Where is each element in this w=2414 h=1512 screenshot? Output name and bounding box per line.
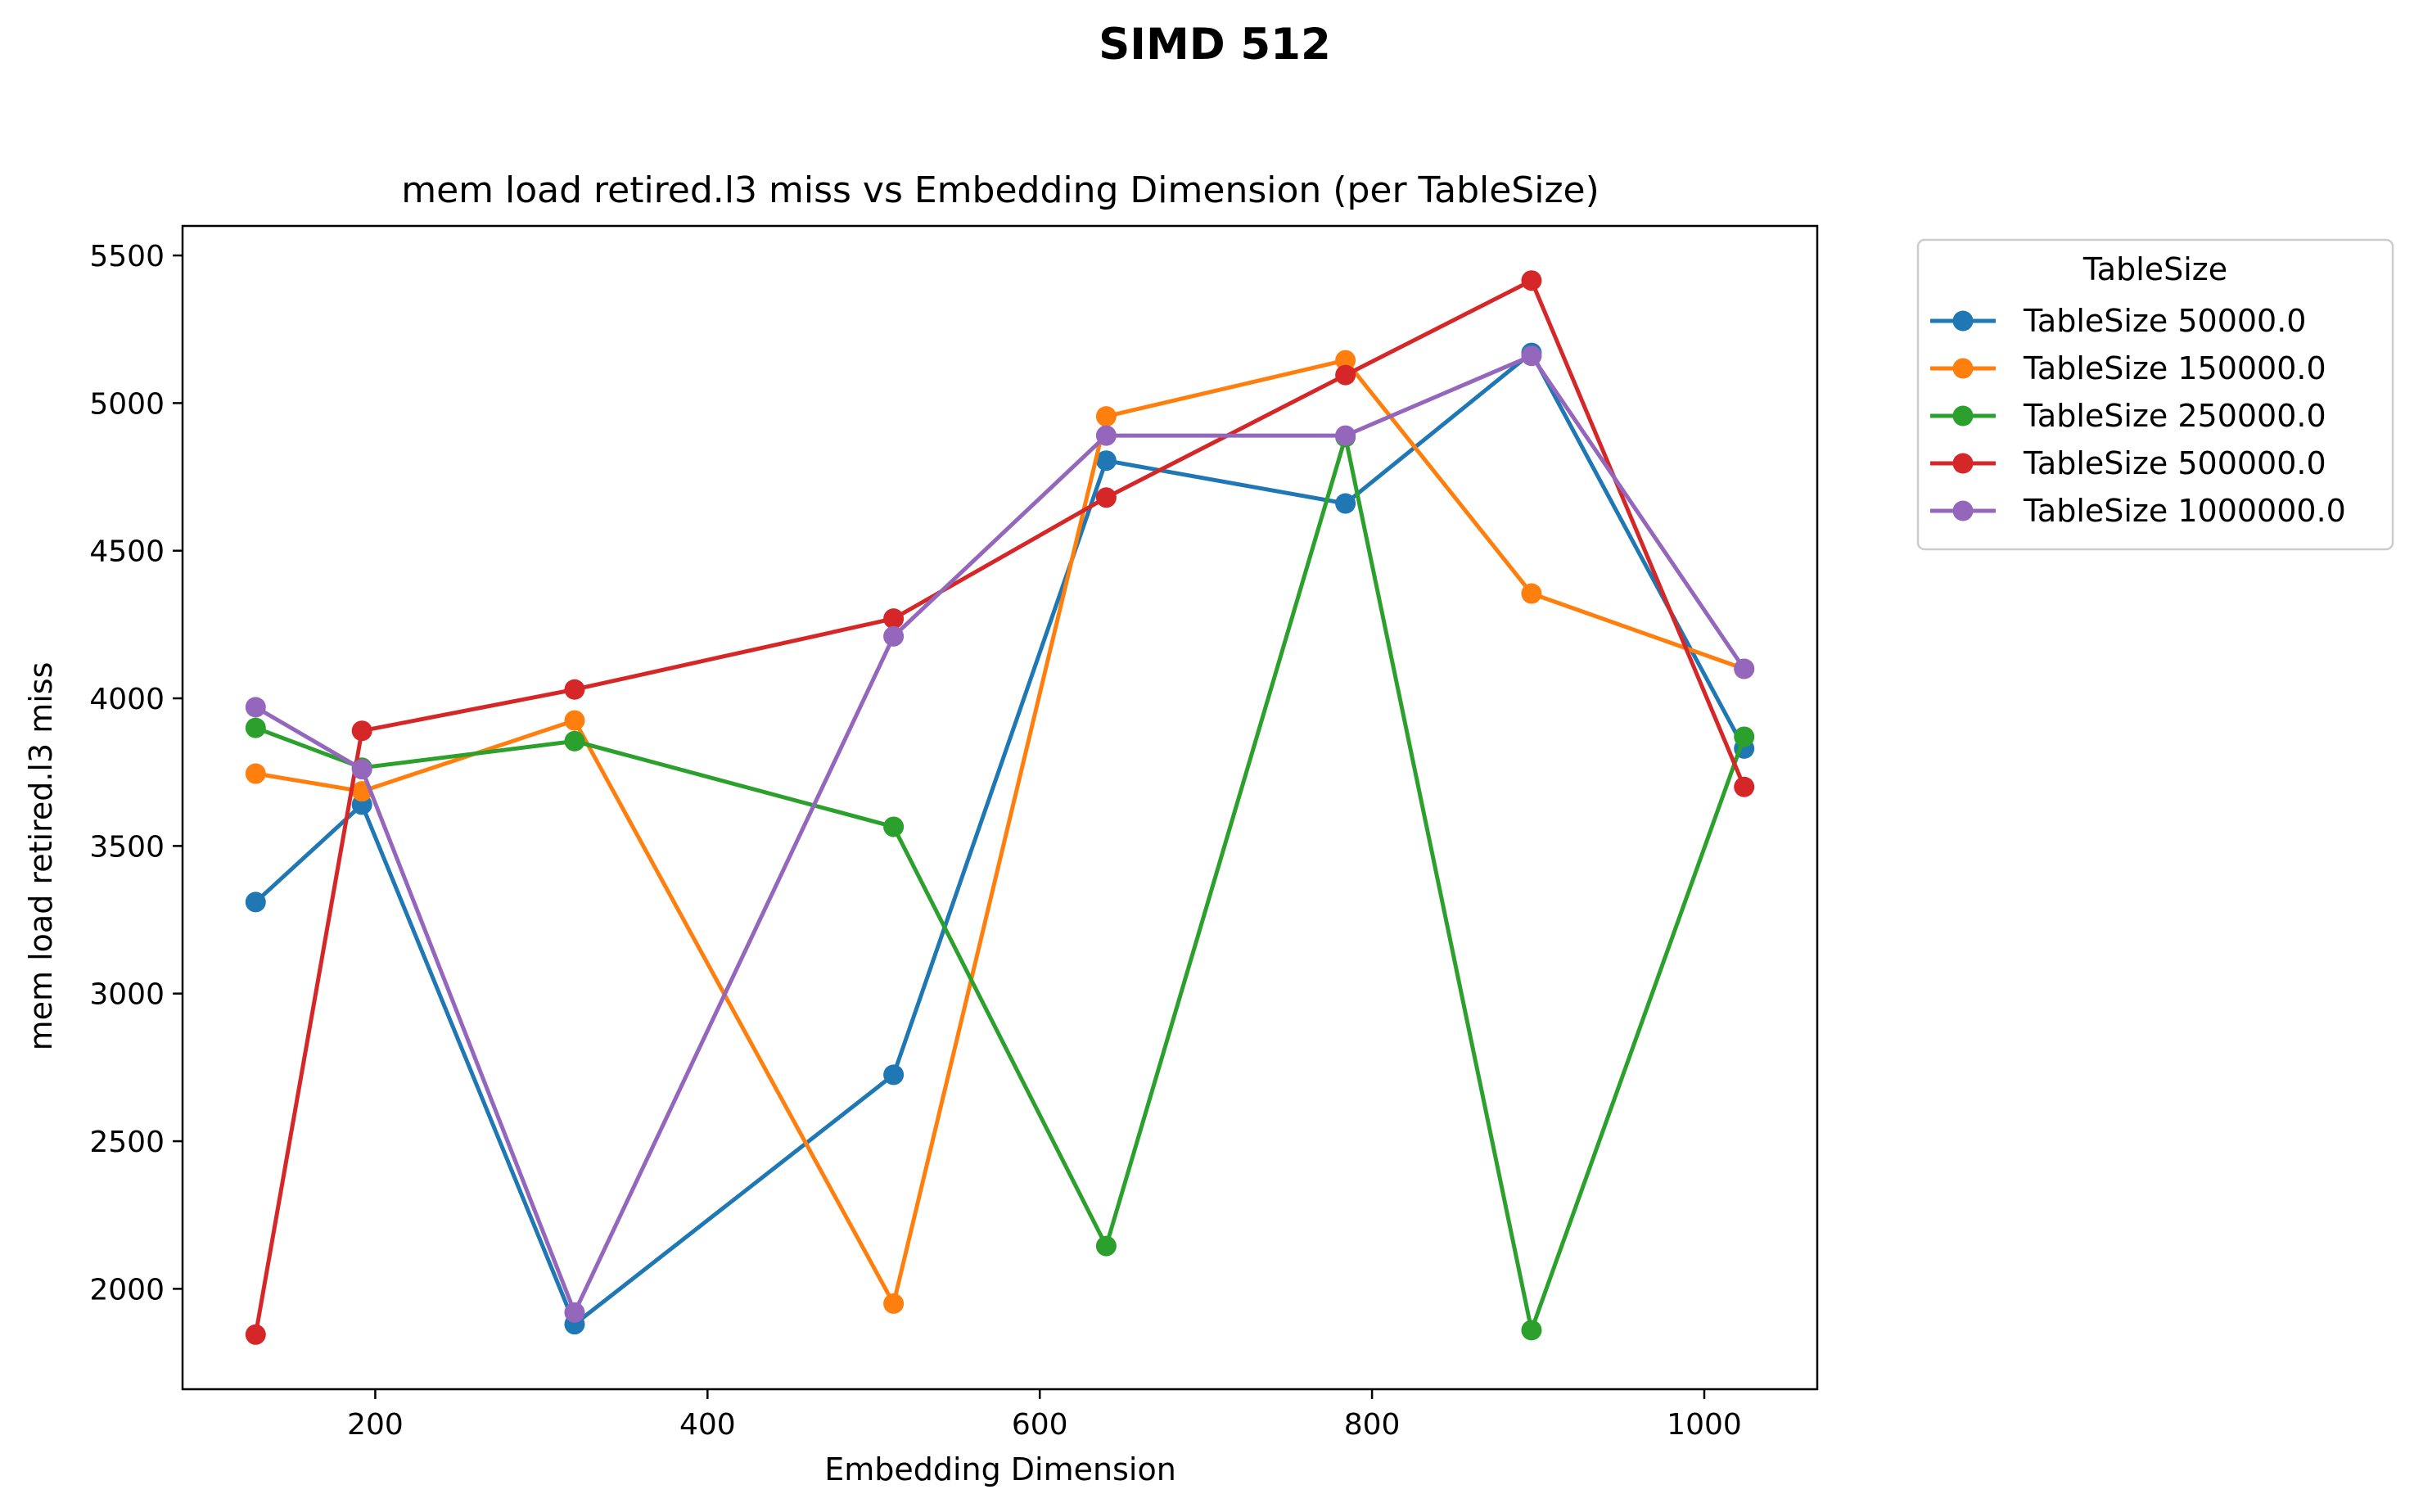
legend-swatch-marker	[1952, 500, 1974, 521]
data-point	[351, 759, 372, 780]
data-point	[1095, 425, 1117, 446]
series-line	[253, 278, 1747, 1335]
data-point	[883, 608, 905, 630]
plot-area	[181, 224, 1819, 1391]
legend-label: TableSize 250000.0	[2023, 398, 2326, 434]
data-point	[564, 679, 585, 700]
data-point	[1521, 583, 1542, 604]
data-point	[245, 1324, 266, 1345]
plot-frame	[181, 224, 1819, 1391]
series-4	[245, 270, 1755, 1345]
x-tick-label: 800	[1344, 1408, 1401, 1442]
legend-label: TableSize 500000.0	[2023, 445, 2326, 481]
legend-entry: TableSize 50000.0	[1930, 303, 2307, 339]
y-tick-label: 4500	[89, 535, 165, 569]
legend-label: TableSize 50000.0	[2023, 303, 2307, 339]
y-axis-label: mem load retired.l3 miss	[23, 662, 59, 1051]
data-point	[1734, 776, 1755, 797]
data-point	[1095, 406, 1117, 427]
data-point	[1521, 345, 1542, 367]
data-point	[564, 1302, 585, 1323]
series-line	[255, 435, 1747, 1333]
data-point	[1095, 1235, 1117, 1257]
y-tick-label: 2000	[89, 1273, 165, 1307]
data-point	[1734, 726, 1755, 747]
data-point	[883, 625, 905, 647]
legend-swatch-marker	[1952, 453, 1974, 474]
legend-swatch-marker	[1952, 358, 1974, 379]
legend-frame	[1916, 238, 2394, 551]
legend-title: TableSize	[2082, 251, 2227, 287]
series-line	[255, 354, 1746, 1315]
data-point	[883, 1293, 905, 1314]
legend-swatch-marker	[1952, 405, 1974, 427]
legend-label: TableSize 150000.0	[2023, 350, 2326, 386]
chart-suptitle: SIMD 512	[1099, 20, 1331, 70]
legend-swatch-marker	[1952, 310, 1974, 332]
legend: TableSize TableSize 50000.0 TableSize 150…	[1916, 238, 2394, 551]
x-axis: 200 400 600 800 1000	[347, 1389, 1742, 1442]
data-point	[1335, 425, 1356, 446]
x-tick-label: 1000	[1667, 1408, 1742, 1442]
data-point	[1734, 658, 1755, 679]
y-tick-label: 3500	[89, 830, 165, 864]
data-point	[245, 697, 266, 718]
x-tick-label: 200	[347, 1408, 404, 1442]
data-point	[883, 1064, 905, 1085]
legend-items: TableSize 50000.0 TableSize 150000.0 Table…	[1930, 303, 2346, 529]
data-point	[1521, 1320, 1542, 1341]
y-tick-label: 5000	[89, 387, 165, 421]
data-point	[245, 891, 266, 913]
y-tick-label: 5500	[89, 240, 165, 273]
legend-label: TableSize 1000000.0	[2023, 493, 2346, 529]
x-tick-label: 400	[679, 1408, 736, 1442]
x-tick-label: 600	[1012, 1408, 1068, 1442]
y-tick-label: 3000	[89, 978, 165, 1012]
series-layer	[245, 270, 1755, 1345]
legend-entry: TableSize 250000.0	[1930, 398, 2326, 434]
data-point	[1335, 364, 1356, 386]
series-line	[255, 358, 1745, 1306]
series-line	[254, 350, 1746, 1327]
series-5	[245, 345, 1755, 1323]
data-point	[1335, 493, 1356, 514]
data-point	[883, 816, 905, 837]
data-point	[1521, 270, 1542, 291]
data-point	[351, 720, 372, 742]
x-axis-label: Embedding Dimension	[824, 1451, 1176, 1487]
data-point	[1335, 350, 1356, 371]
chart-title: mem load retired.l3 miss vs Embedding Di…	[401, 169, 1600, 211]
legend-entry: TableSize 1000000.0	[1930, 493, 2346, 529]
data-point	[1095, 487, 1117, 508]
data-point	[245, 763, 266, 784]
y-tick-label: 4000	[89, 683, 165, 716]
data-point	[564, 710, 585, 731]
data-point	[245, 717, 266, 738]
data-point	[1095, 450, 1117, 472]
legend-entry: TableSize 150000.0	[1930, 350, 2326, 386]
legend-entry: TableSize 500000.0	[1930, 445, 2326, 481]
y-tick-label: 2500	[89, 1126, 165, 1159]
data-point	[564, 730, 585, 751]
y-axis: 2000 2500 3000 3500 4000 4500 5000 5500	[89, 240, 183, 1307]
